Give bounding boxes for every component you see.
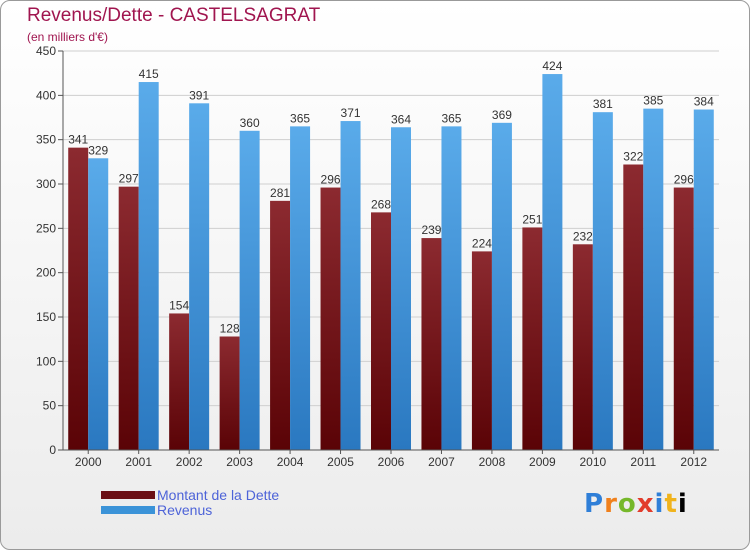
bar-debt: [572, 244, 593, 450]
data-label: 251: [522, 212, 542, 226]
proxiti-logo: Proxiti: [584, 489, 688, 519]
bar-debt: [68, 147, 89, 450]
data-label: 268: [371, 197, 391, 211]
y-tick-label: 150: [36, 310, 56, 324]
logo-letter: i: [654, 489, 665, 519]
data-label: 224: [472, 236, 492, 250]
x-tick-label: 2001: [125, 455, 152, 469]
bar-debt: [471, 251, 492, 450]
y-tick-label: 0: [49, 443, 56, 457]
y-tick-label: 250: [36, 221, 56, 235]
data-label: 296: [321, 173, 341, 187]
data-label: 239: [421, 223, 441, 237]
data-label: 364: [391, 112, 411, 126]
data-label: 154: [169, 298, 189, 312]
bar-revenue: [693, 109, 714, 451]
legend-swatch-debt: [101, 490, 155, 499]
data-label: 415: [139, 67, 159, 81]
legend-item-revenue: Revenus: [101, 501, 279, 518]
legend-label-debt: Montant de la Dette: [157, 486, 280, 503]
data-label: 322: [623, 149, 643, 163]
bar-revenue: [340, 121, 361, 451]
data-label: 281: [270, 186, 290, 200]
data-label: 391: [189, 88, 209, 102]
bar-revenue: [391, 127, 411, 451]
x-tick-label: 2000: [75, 455, 102, 469]
bar-debt: [118, 186, 139, 450]
bar-revenue: [542, 74, 563, 450]
data-label: 371: [341, 106, 361, 120]
y-tick-label: 400: [36, 88, 56, 102]
x-tick-label: 2007: [428, 455, 455, 469]
x-tick-label: 2006: [378, 455, 405, 469]
data-label: 424: [542, 59, 562, 73]
legend: Montant de la Dette Revenus: [101, 486, 280, 518]
data-label: 384: [694, 95, 714, 109]
bar-debt: [320, 187, 341, 450]
bar-revenue: [189, 103, 210, 451]
logo-letter: r: [604, 489, 618, 519]
bar-revenue: [88, 158, 109, 450]
bar-debt: [371, 212, 391, 450]
bar-debt: [270, 200, 291, 450]
y-tick-label: 100: [36, 354, 56, 368]
data-label: 381: [593, 97, 613, 111]
bar-revenue: [138, 82, 159, 451]
chart-title: Revenus/Dette - CASTELSAGRAT: [27, 5, 321, 26]
x-tick-label: 2004: [277, 455, 304, 469]
bar-revenue: [643, 108, 664, 450]
legend-item-debt: Montant de la Dette: [101, 486, 280, 503]
logo-letter: i: [677, 489, 688, 519]
y-tick-label: 450: [36, 44, 56, 58]
y-tick-label: 200: [36, 266, 56, 280]
data-label: 365: [290, 111, 310, 125]
bar-debt: [421, 238, 442, 450]
bar-revenue: [239, 130, 260, 451]
data-label: 369: [492, 108, 512, 122]
bar-revenue: [441, 126, 462, 450]
bar-debt: [623, 164, 644, 450]
x-tick-label: 2009: [529, 455, 556, 469]
x-tick-label: 2012: [680, 455, 707, 469]
bar-debt: [219, 336, 240, 450]
logo-letter: x: [636, 489, 655, 519]
x-tick-label: 2010: [579, 455, 606, 469]
bar-revenue: [491, 122, 512, 450]
y-tick-label: 350: [36, 133, 56, 147]
data-label: 296: [674, 173, 694, 187]
data-label: 341: [68, 133, 88, 147]
bar-debt: [673, 187, 694, 450]
logo-letter: t: [664, 489, 678, 519]
x-tick-label: 2002: [176, 455, 203, 469]
x-tick-label: 2011: [630, 455, 656, 469]
data-label: 128: [220, 322, 240, 336]
data-label: 329: [88, 143, 108, 157]
data-label: 232: [573, 229, 593, 243]
bar-debt: [522, 227, 543, 450]
x-tick-label: 2005: [327, 455, 354, 469]
bar-revenue: [290, 126, 311, 450]
bar-revenue: [592, 112, 613, 451]
legend-label-revenue: Revenus: [157, 501, 213, 518]
chart-subtitle: (en milliers d'€): [27, 30, 108, 44]
data-label: 385: [643, 94, 663, 108]
logo-letter: P: [584, 489, 605, 519]
x-tick-label: 2003: [226, 455, 253, 469]
data-label: 365: [441, 111, 461, 125]
legend-swatch-revenue: [101, 505, 155, 514]
data-label: 360: [240, 116, 260, 130]
data-label: 297: [119, 172, 139, 186]
logo-letter: o: [617, 489, 637, 519]
y-tick-label: 300: [36, 177, 56, 191]
bar-debt: [169, 313, 190, 450]
x-tick-label: 2008: [479, 455, 506, 469]
y-tick-label: 50: [43, 399, 57, 413]
